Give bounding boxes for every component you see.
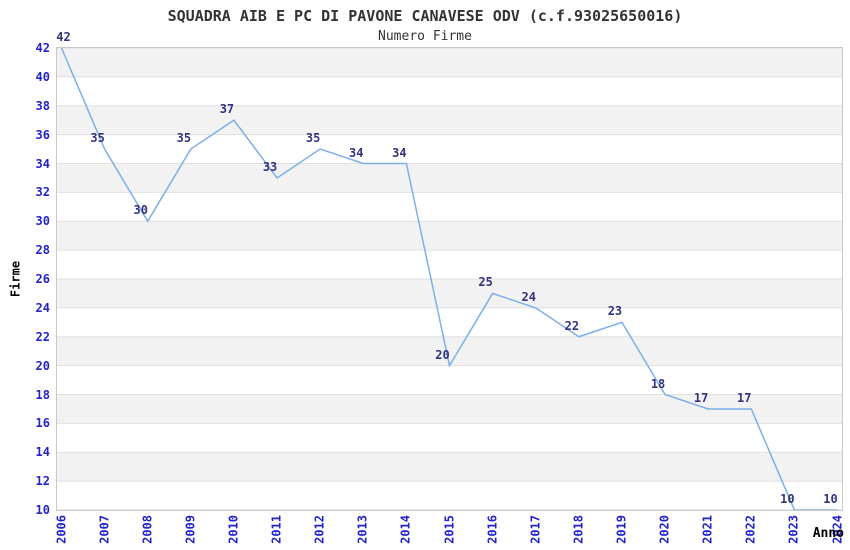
x-tick-label: 2006 bbox=[54, 515, 68, 544]
y-tick-label: 20 bbox=[35, 358, 50, 373]
x-tick-label: 2018 bbox=[571, 515, 586, 544]
data-label: 25 bbox=[478, 275, 493, 290]
x-tick-label: 2019 bbox=[614, 515, 629, 544]
y-tick-label: 14 bbox=[35, 445, 50, 460]
data-label: 10 bbox=[823, 492, 838, 506]
y-tick-label: 38 bbox=[35, 98, 50, 113]
plot-area bbox=[56, 47, 843, 511]
x-tick-label: 2009 bbox=[183, 515, 198, 544]
data-label: 10 bbox=[780, 492, 795, 506]
y-tick-label: 32 bbox=[35, 185, 50, 200]
y-tick-label: 34 bbox=[35, 156, 50, 171]
x-tick-label: 2017 bbox=[528, 515, 543, 544]
data-label: 35 bbox=[90, 131, 105, 146]
data-label: 17 bbox=[737, 390, 752, 405]
x-tick-label: 2023 bbox=[786, 515, 801, 544]
y-tick-label: 26 bbox=[35, 272, 50, 286]
y-tick-label: 22 bbox=[35, 329, 50, 344]
chart-title: SQUADRA AIB E PC DI PAVONE CANAVESE ODV … bbox=[167, 7, 683, 25]
x-tick-label: 2008 bbox=[140, 515, 155, 544]
x-tick-label: 2011 bbox=[269, 515, 284, 544]
y-tick-label: 10 bbox=[35, 503, 50, 517]
x-tick-label: 2013 bbox=[355, 515, 370, 544]
data-label: 42 bbox=[56, 30, 71, 44]
y-tick-label: 18 bbox=[35, 387, 50, 402]
x-tick-label: 2010 bbox=[226, 515, 241, 544]
data-label: 37 bbox=[219, 102, 235, 117]
data-label: 24 bbox=[521, 289, 536, 304]
y-tick-label: 42 bbox=[35, 41, 50, 55]
x-tick-label: 2022 bbox=[743, 515, 758, 544]
data-label: 17 bbox=[693, 390, 709, 405]
data-label: 23 bbox=[607, 304, 623, 319]
x-tick-label: 2014 bbox=[398, 515, 413, 544]
plot-svg bbox=[57, 48, 842, 510]
x-tick-label: 2012 bbox=[312, 515, 327, 544]
x-tick-label: 2021 bbox=[700, 515, 715, 544]
y-tick-label: 36 bbox=[35, 127, 50, 142]
y-tick-label: 12 bbox=[35, 474, 50, 489]
data-label: 34 bbox=[392, 145, 407, 160]
y-axis-title: Firme bbox=[8, 260, 23, 298]
y-tick-label: 30 bbox=[35, 214, 50, 229]
x-tick-label: 2007 bbox=[97, 515, 112, 544]
data-label: 22 bbox=[564, 318, 580, 333]
data-line bbox=[60, 48, 838, 510]
y-tick-label: 28 bbox=[35, 243, 50, 258]
x-tick-label: 2015 bbox=[442, 515, 456, 544]
y-tick-label: 16 bbox=[35, 416, 50, 431]
x-axis-title: Anno bbox=[812, 526, 844, 541]
x-tick-label: 2016 bbox=[485, 515, 500, 544]
data-label: 30 bbox=[133, 203, 148, 218]
chart-subtitle: Numero Firme bbox=[378, 29, 472, 44]
data-label: 18 bbox=[650, 376, 666, 391]
y-tick-label: 24 bbox=[35, 300, 50, 315]
y-tick-label: 40 bbox=[35, 69, 50, 84]
data-label: 34 bbox=[349, 145, 364, 160]
data-label: 35 bbox=[176, 131, 192, 146]
data-label: 35 bbox=[305, 131, 321, 146]
data-label: 20 bbox=[435, 347, 450, 362]
data-label: 33 bbox=[262, 159, 278, 174]
x-tick-label: 2020 bbox=[657, 515, 672, 544]
